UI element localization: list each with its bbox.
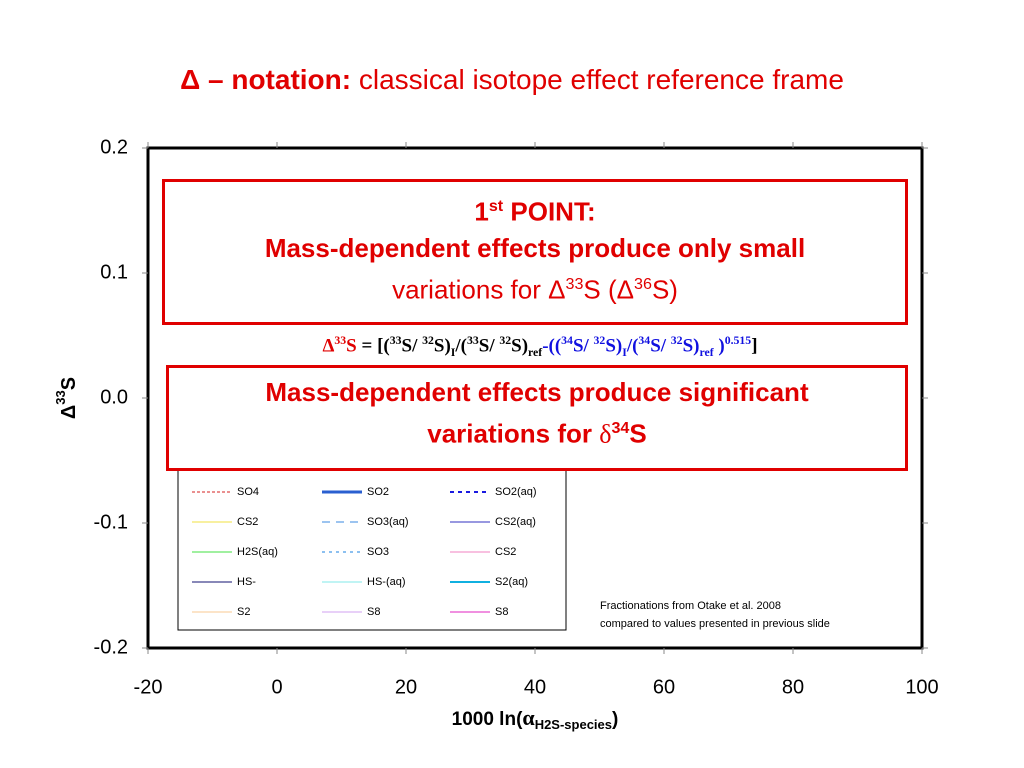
legend-box [177, 447, 567, 631]
title-bold: Δ – notation: [180, 64, 352, 95]
formula-part: ref [528, 346, 543, 360]
box-text: POINT: [503, 196, 596, 227]
formula: Δ33S = [(33S/ 32S)I/(33S/ 32S)ref-((34S/… [160, 334, 920, 360]
legend-label: CS2(aq) [495, 516, 536, 528]
formula-part: 0.515 [724, 334, 752, 347]
formula-part: S [346, 335, 357, 357]
x-label-part: 1000 ln( [452, 709, 523, 730]
legend-label: S8 [367, 606, 380, 618]
formula-part: S) [682, 335, 700, 357]
title-rest: classical isotope effect reference frame [358, 64, 844, 95]
box-text: 1 [474, 196, 489, 227]
formula-part: -(( [542, 335, 562, 357]
significant-box: Mass-dependent effects produce significa… [166, 365, 908, 471]
box-text: 34 [611, 419, 630, 437]
legend-label: HS- [237, 576, 256, 588]
legend-label: CS2 [237, 516, 258, 528]
y-tick-label: 0.1 [100, 261, 128, 283]
legend-label: SO3(aq) [367, 516, 409, 528]
x-tick-label: 20 [395, 676, 417, 698]
x-tick-label: 100 [905, 676, 938, 698]
legend-label: H2S(aq) [237, 546, 278, 558]
box-text: st [488, 197, 504, 215]
formula-part: Δ [322, 335, 335, 357]
formula-part: 33 [334, 334, 347, 347]
note: Fractionations from Otake et al. 2008 [600, 600, 781, 612]
box-text: δ [599, 419, 612, 449]
box-text: S [629, 418, 647, 449]
formula-part: ) [713, 335, 725, 357]
formula-part: ] [751, 335, 758, 357]
formula-part: S) [605, 335, 623, 357]
y-tick-label: -0.1 [94, 511, 128, 533]
x-tick-label: 60 [653, 676, 675, 698]
formula-part: /( [455, 335, 467, 357]
formula-part: S/ [650, 335, 671, 357]
y-label-part: 33 [53, 390, 68, 404]
point-box: 1st POINT: Mass-dependent effects produc… [162, 179, 908, 325]
formula-part: /( [626, 335, 639, 357]
x-label-part: H2S-species [535, 717, 612, 732]
formula-part: S/ [478, 335, 500, 357]
formula-part: S/ [572, 335, 594, 357]
box-text: variations for [427, 418, 600, 449]
legend-label: SO4 [237, 486, 259, 498]
formula-part: I [450, 346, 456, 360]
formula-part: S) [433, 335, 451, 357]
legend-label: SO2 [367, 486, 389, 498]
x-label-part: ) [612, 709, 618, 730]
note: compared to values presented in previous… [600, 618, 830, 630]
box-text: S (Δ [583, 274, 635, 305]
formula-part: 32 [422, 334, 434, 347]
legend-label: SO3 [367, 546, 389, 558]
formula-part: 32 [670, 334, 683, 347]
y-label-part: Δ [58, 405, 80, 419]
formula-part: I [622, 346, 627, 360]
formula-part: 32 [593, 334, 606, 347]
legend-label: SO2(aq) [495, 486, 537, 498]
legend-label: HS-(aq) [367, 576, 406, 588]
slide-title: Δ – notation: classical isotope effect r… [0, 64, 1024, 96]
box-text: Mass-dependent effects produce only smal… [264, 232, 806, 263]
formula-part: = [( [356, 335, 390, 357]
y-label-part: S [58, 377, 80, 390]
y-tick-label: 0.2 [100, 136, 128, 158]
formula-part: 33 [466, 334, 479, 347]
legend-label: S2 [237, 606, 250, 618]
formula-part: ref [699, 346, 714, 360]
formula-part: S/ [401, 335, 423, 357]
box-text: 33 [565, 274, 584, 293]
x-axis-label: 1000 ln(αH2S-species) [452, 705, 619, 732]
formula-part: 34 [561, 334, 573, 347]
x-tick-label: 0 [271, 676, 282, 698]
formula-part: 33 [389, 334, 402, 347]
formula-part: S) [511, 335, 529, 357]
box-text: 36 [634, 274, 652, 293]
box-text: Mass-dependent effects produce significa… [265, 377, 809, 407]
box-text: S) [651, 274, 678, 305]
x-tick-label: 80 [782, 676, 804, 698]
y-tick-label: 0.0 [100, 386, 128, 408]
formula-part: 32 [499, 334, 512, 347]
legend-label: S8 [495, 606, 508, 618]
x-tick-label: 40 [524, 676, 546, 698]
y-axis-label: Δ33S [53, 377, 80, 419]
box-text: variations for Δ [392, 274, 566, 305]
x-label-part: α [522, 705, 535, 730]
y-tick-label: -0.2 [94, 636, 128, 658]
x-tick-label: -20 [134, 676, 163, 698]
legend-label: S2(aq) [495, 576, 528, 588]
legend-label: CS2 [495, 546, 516, 558]
formula-part: 34 [638, 334, 651, 347]
